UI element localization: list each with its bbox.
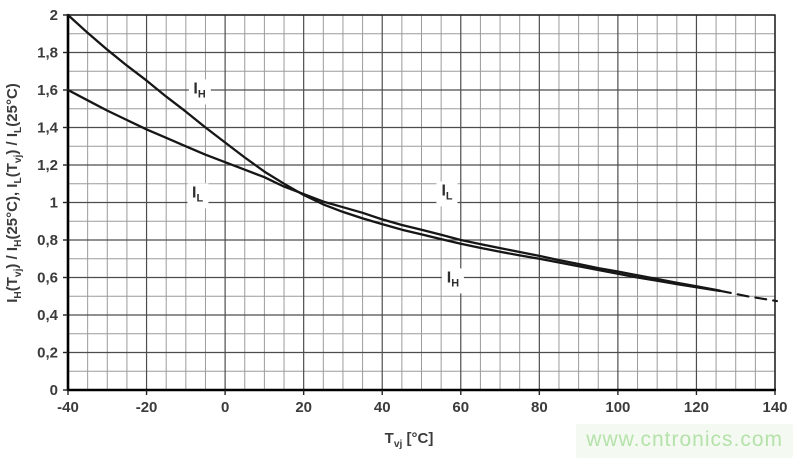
curve-label-ih-left: IH: [188, 79, 211, 105]
x-tick-label: 40: [374, 399, 391, 416]
y-tick-label: 1,4: [37, 120, 59, 137]
x-tick-label: 80: [531, 399, 548, 416]
x-tick-label: 0: [221, 399, 229, 416]
curve-label-ih-right: IH: [441, 268, 465, 294]
y-axis-label: IH(Tvj) / IH(25°C), IL(Tvj) / IL(25°C): [4, 83, 24, 303]
watermark: www.cntronics.com: [576, 424, 793, 458]
y-tick-label: 1,2: [37, 157, 58, 174]
x-tick-label: 20: [295, 399, 312, 416]
y-tick-label: 0: [50, 382, 58, 399]
y-tick-label: 0,8: [37, 232, 58, 249]
x-tick-label: 140: [762, 399, 787, 416]
x-tick-label: 100: [605, 399, 630, 416]
y-tick-label: 0,2: [37, 345, 58, 362]
series-extrapolation-dashed: [718, 289, 779, 303]
y-tick-label: 0,6: [37, 270, 58, 287]
x-tick-label: 120: [684, 399, 709, 416]
curve-label-il-left: IL: [187, 183, 209, 209]
y-tick-label: 1,8: [37, 45, 58, 62]
x-tick-label: 60: [452, 399, 469, 416]
x-tick-label: -40: [57, 399, 79, 416]
tick-marks: [63, 14, 776, 395]
x-tick-label: -20: [136, 399, 158, 416]
series-i-h: [66, 13, 722, 293]
y-tick-labels: 0 0,2 0,4 0,6 0,8 1 1,2 1,4 1,6 1,8 2: [37, 7, 59, 399]
y-tick-label: 1,6: [37, 82, 58, 99]
x-tick-labels: -40 -20 0 20 40 60 80 100 120 140: [57, 399, 787, 416]
x-axis-label: Tvj [°C]: [384, 430, 434, 450]
series-i-l: [66, 88, 722, 292]
y-tick-label: 2: [50, 7, 58, 24]
y-tick-label: 0,4: [37, 307, 59, 324]
y-tick-label: 1: [50, 195, 58, 212]
curve-label-il-right: IL: [436, 181, 458, 207]
